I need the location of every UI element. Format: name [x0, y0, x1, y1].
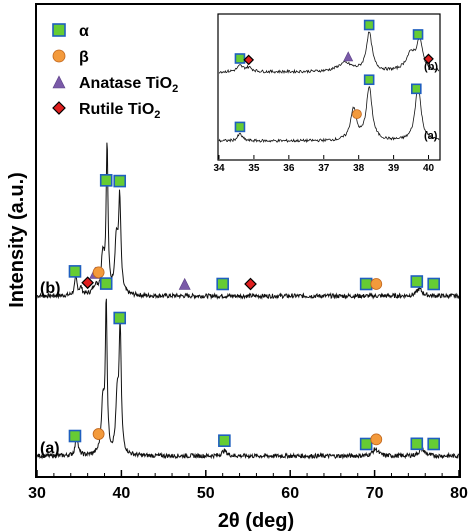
square-marker	[113, 174, 127, 188]
x-tick-label: 30	[28, 485, 46, 502]
inset-x-tick-label: 37	[318, 163, 330, 174]
legend-triangle-icon	[52, 75, 66, 89]
circle-marker	[370, 433, 383, 446]
x-tick-label: 80	[450, 485, 468, 502]
circle-marker	[370, 278, 383, 290]
inset-square-marker	[363, 74, 375, 86]
inset-x-tick-label: 36	[283, 163, 295, 174]
inset-square-marker	[411, 83, 422, 95]
series-line-b	[36, 142, 460, 300]
inset-x-tick-label: 35	[248, 163, 260, 174]
inset-square-marker	[412, 29, 424, 40]
inset-square-marker	[363, 19, 375, 31]
inset-frame	[217, 13, 441, 161]
diamond-marker	[244, 277, 257, 291]
square-marker	[216, 277, 229, 291]
legend-square-icon	[52, 23, 66, 37]
inset-triangle-marker	[343, 51, 354, 62]
inset-x-ticks: 34 35 36 37 38 39 40	[213, 155, 435, 174]
inset-series-label: (b)	[424, 61, 438, 73]
series-label: (b)	[40, 280, 60, 297]
x-tick-label: 70	[366, 485, 384, 502]
triangle-marker	[178, 277, 191, 290]
inset-x-tick-label: 38	[353, 163, 365, 174]
inset-square-marker	[234, 53, 246, 64]
inset-series-line-b	[218, 31, 440, 75]
x-tick-label: 50	[197, 485, 215, 502]
square-marker	[68, 429, 82, 443]
legend: αβ Anatase TiO2 Rutile TiO2	[52, 23, 178, 121]
x-tick-label: 40	[113, 485, 131, 502]
inset-diamond-marker	[423, 53, 434, 65]
inset-x-tick-label: 34	[213, 163, 225, 174]
inset-markers	[234, 19, 434, 133]
square-marker	[410, 437, 424, 451]
square-marker	[99, 277, 113, 290]
main-x-ticks: 30 40 50 60 70 80	[28, 470, 468, 502]
circle-marker	[92, 428, 105, 440]
legend-label: β	[79, 49, 89, 66]
x-tick-label: 60	[281, 485, 299, 502]
square-marker	[218, 434, 231, 447]
inset-diamond-marker	[243, 54, 255, 66]
inset-square-marker	[234, 121, 246, 133]
inset-series-label: (a)	[424, 130, 438, 142]
series-label: (a)	[40, 440, 60, 457]
y-axis-label: Intensity (a.u.)	[6, 172, 28, 308]
diamond-marker	[81, 276, 94, 290]
legend-diamond-icon	[52, 101, 66, 115]
legend-label: Rutile TiO2	[79, 101, 160, 121]
inset-circle-marker	[352, 109, 362, 120]
square-marker	[359, 277, 373, 291]
legend-label: Anatase TiO2	[79, 75, 178, 95]
inset-series-line-a	[218, 85, 440, 144]
circle-marker	[92, 266, 105, 279]
series-line-a	[36, 298, 460, 460]
legend-circle-icon	[52, 49, 66, 63]
inset-series: (b) (a)	[218, 31, 440, 144]
main-markers	[68, 174, 440, 451]
inset-x-tick-label: 39	[388, 163, 400, 174]
square-marker	[99, 174, 113, 187]
square-marker	[427, 437, 440, 451]
square-marker	[410, 275, 424, 288]
square-marker	[113, 311, 127, 325]
square-marker	[359, 437, 373, 451]
main-series: (b) (a)	[36, 142, 460, 460]
square-marker	[427, 277, 440, 291]
square-marker	[68, 265, 82, 278]
inset-x-tick-label: 40	[423, 163, 435, 174]
main-plot-frame	[35, 3, 461, 478]
legend-label: α	[79, 23, 89, 40]
x-axis-label: 2θ (deg)	[218, 510, 294, 531]
